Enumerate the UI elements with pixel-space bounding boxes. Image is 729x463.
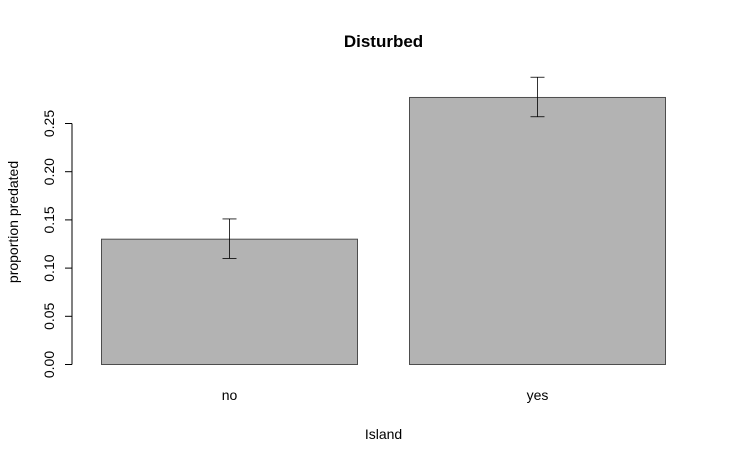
y-tick-label: 0.10 <box>41 254 57 281</box>
y-tick-label: 0.15 <box>41 206 57 233</box>
y-tick-label: 0.20 <box>41 158 57 185</box>
bars-group <box>101 76 666 366</box>
y-axis-ticks: 0.00 0.05 0.10 0.15 0.20 0.25 <box>41 110 72 378</box>
y-tick-label: 0.05 <box>41 302 57 329</box>
bar-yes <box>409 96 666 366</box>
y-tick-label: 0.25 <box>41 110 57 137</box>
y-axis-label: proportion predated <box>5 161 21 283</box>
y-tick-label: 0.00 <box>41 351 57 378</box>
x-axis-label: Island <box>365 426 402 442</box>
chart-title: Disturbed <box>344 32 423 51</box>
x-axis-tick-labels: no yes <box>222 387 549 403</box>
x-tick-label-yes: yes <box>527 387 549 403</box>
bar-no <box>101 238 358 365</box>
x-tick-label-no: no <box>222 387 238 403</box>
